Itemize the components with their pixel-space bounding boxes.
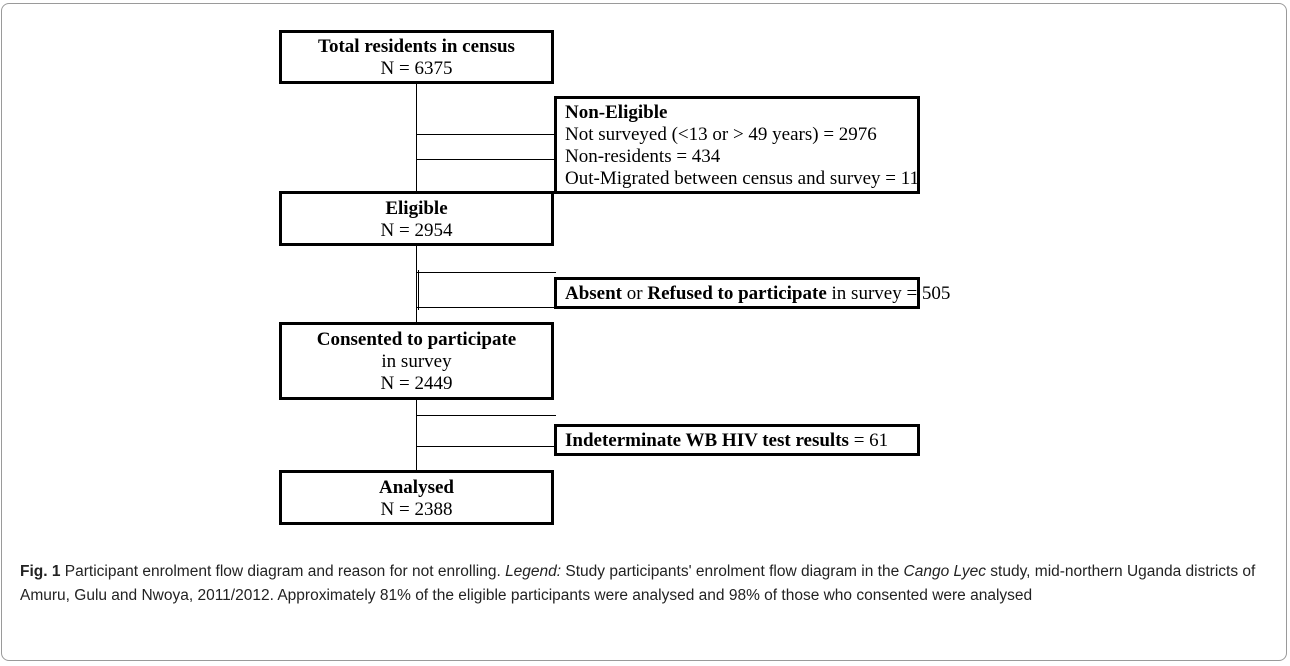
figure-title: Participant enrolment flow diagram and r… <box>60 563 506 580</box>
non-eligible-box: Non-Eligible Not surveyed (<13 or > 49 y… <box>554 96 920 194</box>
absent-refused-text: Absent or Refused to participate in surv… <box>565 283 950 305</box>
connector-absent-bottom <box>416 307 556 308</box>
absent-or-text: or <box>622 283 648 304</box>
connector-non-residents <box>416 159 556 160</box>
figure-caption: Fig. 1 Participant enrolment flow diagra… <box>20 560 1275 608</box>
absent-refused-box: Absent or Refused to participate in surv… <box>554 277 950 309</box>
total-residents-count: N = 6375 <box>380 58 453 79</box>
connector-indeterminate-top <box>416 415 556 416</box>
not-surveyed-line: Not surveyed (<13 or > 49 years) = 2976 <box>565 124 877 145</box>
eligible-box: Eligible N = 2954 <box>279 191 554 246</box>
analysed-count: N = 2388 <box>380 499 453 520</box>
total-residents-box: Total residents in census N = 6375 <box>279 30 554 84</box>
non-residents-line: Non-residents = 434 <box>565 146 721 167</box>
absent-bracket-line <box>418 270 419 310</box>
indeterminate-label: Indeterminate WB HIV test results <box>565 430 849 451</box>
consented-box: Consented to participate in survey N = 2… <box>279 322 554 400</box>
figure-label: Fig. 1 <box>20 563 61 580</box>
absent-label: Absent <box>565 283 623 304</box>
connector-indeterminate-bottom <box>416 446 556 447</box>
analysed-title: Analysed <box>379 477 454 498</box>
connector-not-surveyed <box>416 134 556 135</box>
eligible-count: N = 2954 <box>380 220 453 241</box>
indeterminate-box: Indeterminate WB HIV test results = 61 <box>554 424 920 456</box>
absent-count-text: in survey = 505 <box>826 283 951 304</box>
analysed-box: Analysed N = 2388 <box>279 470 554 525</box>
study-name: Cango Lyec <box>903 563 986 580</box>
connector-absent-top <box>416 272 556 273</box>
figure-frame: Total residents in census N = 6375 Non-E… <box>1 3 1287 661</box>
main-connector-line <box>416 78 417 471</box>
consented-count: N = 2449 <box>380 373 453 394</box>
legend-text-part2: study, mid-northern Uganda districts of … <box>20 563 1256 604</box>
out-migrated-line: Out-Migrated between census and survey =… <box>565 168 920 189</box>
refused-label: Refused to participate <box>647 283 827 304</box>
legend-text-part1: Study participants' enrolment flow diagr… <box>561 563 904 580</box>
total-residents-title: Total residents in census <box>318 36 515 57</box>
indeterminate-text: Indeterminate WB HIV test results = 61 <box>565 430 917 452</box>
legend-label: Legend: <box>505 563 562 580</box>
consented-subtitle: in survey <box>381 351 452 372</box>
indeterminate-count: = 61 <box>848 430 889 451</box>
eligible-title: Eligible <box>385 198 448 219</box>
consented-title: Consented to participate <box>316 329 517 350</box>
non-eligible-title: Non-Eligible <box>565 102 668 123</box>
